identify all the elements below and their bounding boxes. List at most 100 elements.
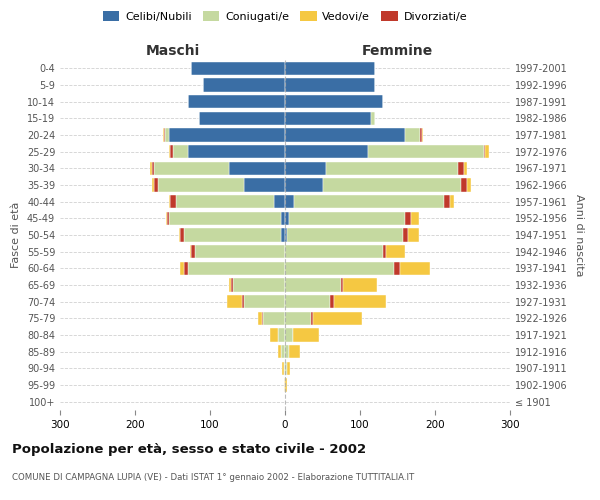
Bar [150, 162, 151, 175]
Bar [281, 212, 285, 225]
Bar [289, 212, 405, 225]
Bar [154, 162, 229, 175]
Bar [191, 245, 195, 258]
Bar [285, 162, 326, 175]
Bar [170, 145, 173, 158]
Bar [326, 162, 458, 175]
Bar [163, 128, 164, 141]
Bar [343, 278, 377, 291]
Bar [450, 195, 454, 208]
Bar [285, 278, 341, 291]
Bar [287, 228, 403, 241]
Bar [179, 228, 180, 241]
Bar [464, 162, 467, 175]
Bar [169, 128, 285, 141]
Bar [233, 278, 285, 291]
Bar [311, 312, 313, 325]
Bar [154, 178, 157, 192]
Bar [282, 362, 284, 375]
Bar [157, 178, 244, 192]
Bar [169, 212, 281, 225]
Bar [244, 295, 285, 308]
Y-axis label: Fasce di età: Fasce di età [11, 202, 21, 268]
Bar [190, 245, 191, 258]
Bar [444, 195, 450, 208]
Bar [229, 278, 231, 291]
Bar [151, 162, 154, 175]
Bar [227, 295, 241, 308]
Bar [263, 312, 285, 325]
Bar [277, 328, 285, 342]
Bar [184, 262, 187, 275]
Bar [284, 378, 285, 392]
Bar [405, 128, 420, 141]
Bar [258, 312, 262, 325]
Bar [411, 212, 419, 225]
Bar [167, 212, 169, 225]
Bar [285, 195, 294, 208]
Bar [165, 128, 169, 141]
Bar [334, 295, 386, 308]
Bar [485, 145, 489, 158]
Bar [274, 195, 285, 208]
Bar [285, 95, 383, 108]
Text: Femmine: Femmine [362, 44, 433, 59]
Bar [294, 195, 444, 208]
Bar [184, 228, 281, 241]
Bar [287, 362, 290, 375]
Bar [467, 178, 471, 192]
Bar [458, 162, 464, 175]
Bar [421, 128, 423, 141]
Bar [285, 345, 289, 358]
Bar [169, 195, 170, 208]
Bar [169, 145, 170, 158]
Bar [367, 145, 484, 158]
Bar [285, 178, 323, 192]
Bar [170, 195, 176, 208]
Bar [281, 228, 285, 241]
Bar [173, 145, 187, 158]
Bar [262, 312, 263, 325]
Bar [180, 228, 184, 241]
Bar [176, 195, 274, 208]
Bar [285, 62, 375, 75]
Bar [281, 345, 285, 358]
Bar [199, 112, 285, 125]
Bar [341, 278, 343, 291]
Bar [285, 312, 311, 325]
Bar [285, 212, 289, 225]
Text: Maschi: Maschi [145, 44, 200, 59]
Bar [285, 245, 383, 258]
Bar [293, 328, 319, 342]
Bar [330, 295, 334, 308]
Bar [164, 128, 165, 141]
Bar [484, 145, 485, 158]
Bar [386, 245, 405, 258]
Bar [420, 128, 421, 141]
Bar [405, 212, 411, 225]
Bar [461, 178, 467, 192]
Bar [231, 278, 233, 291]
Bar [180, 262, 184, 275]
Bar [285, 145, 367, 158]
Bar [285, 78, 375, 92]
Bar [371, 112, 375, 125]
Bar [285, 328, 293, 342]
Legend: Celibi/Nubili, Coniugati/e, Vedovi/e, Divorziati/e: Celibi/Nubili, Coniugati/e, Vedovi/e, Di… [98, 7, 472, 26]
Bar [408, 228, 419, 241]
Bar [394, 262, 400, 275]
Bar [284, 362, 285, 375]
Bar [285, 112, 371, 125]
Bar [323, 178, 461, 192]
Bar [152, 178, 154, 192]
Bar [229, 162, 285, 175]
Bar [403, 228, 408, 241]
Bar [241, 295, 244, 308]
Bar [400, 262, 430, 275]
Bar [191, 62, 285, 75]
Bar [187, 262, 285, 275]
Bar [166, 212, 167, 225]
Bar [285, 128, 405, 141]
Bar [270, 328, 277, 342]
Bar [203, 78, 285, 92]
